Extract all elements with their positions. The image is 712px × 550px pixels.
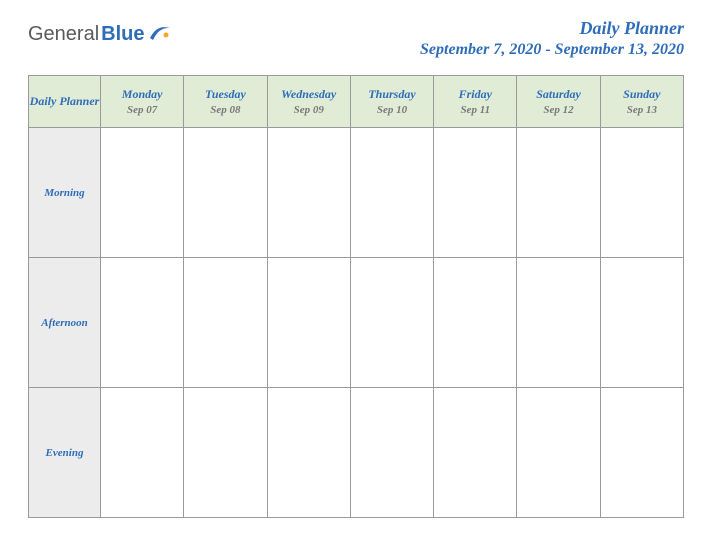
day-date: Sep 09	[270, 104, 348, 116]
slot-cell	[101, 258, 184, 388]
day-header-thu: Thursday Sep 10	[350, 76, 433, 128]
day-header-wed: Wednesday Sep 09	[267, 76, 350, 128]
slot-cell	[517, 258, 600, 388]
day-date: Sep 12	[519, 104, 597, 116]
day-name: Wednesday	[270, 87, 348, 102]
slot-cell	[184, 128, 267, 258]
slot-cell	[101, 128, 184, 258]
day-name: Tuesday	[186, 87, 264, 102]
day-header-fri: Friday Sep 11	[434, 76, 517, 128]
corner-cell: Daily Planner	[29, 76, 101, 128]
slot-cell	[350, 128, 433, 258]
slot-cell	[350, 258, 433, 388]
slot-cell	[350, 388, 433, 518]
period-label: Afternoon	[29, 258, 101, 388]
header-row: Daily Planner Monday Sep 07 Tuesday Sep …	[29, 76, 684, 128]
slot-cell	[600, 128, 683, 258]
day-header-mon: Monday Sep 07	[101, 76, 184, 128]
slot-cell	[517, 128, 600, 258]
slot-cell	[267, 388, 350, 518]
date-range: September 7, 2020 - September 13, 2020	[420, 41, 684, 59]
slot-cell	[517, 388, 600, 518]
period-row-morning: Morning	[29, 128, 684, 258]
slot-cell	[267, 128, 350, 258]
slot-cell	[184, 258, 267, 388]
slot-cell	[267, 258, 350, 388]
day-name: Thursday	[353, 87, 431, 102]
day-date: Sep 11	[436, 104, 514, 116]
page-title: Daily Planner	[420, 18, 684, 39]
day-name: Monday	[103, 87, 181, 102]
day-name: Sunday	[603, 87, 681, 102]
page-header: General Blue Daily Planner September 7, …	[28, 18, 684, 59]
logo-swoosh-icon	[149, 22, 171, 47]
day-date: Sep 10	[353, 104, 431, 116]
period-label: Evening	[29, 388, 101, 518]
slot-cell	[600, 388, 683, 518]
logo-text-blue: Blue	[101, 23, 144, 46]
slot-cell	[600, 258, 683, 388]
logo: General Blue	[28, 22, 171, 47]
logo-text-general: General	[28, 23, 99, 46]
day-date: Sep 13	[603, 104, 681, 116]
day-name: Saturday	[519, 87, 597, 102]
slot-cell	[184, 388, 267, 518]
slot-cell	[434, 258, 517, 388]
day-header-sun: Sunday Sep 13	[600, 76, 683, 128]
period-row-afternoon: Afternoon	[29, 258, 684, 388]
day-date: Sep 08	[186, 104, 264, 116]
day-header-tue: Tuesday Sep 08	[184, 76, 267, 128]
day-date: Sep 07	[103, 104, 181, 116]
period-label: Morning	[29, 128, 101, 258]
slot-cell	[101, 388, 184, 518]
slot-cell	[434, 128, 517, 258]
day-name: Friday	[436, 87, 514, 102]
title-block: Daily Planner September 7, 2020 - Septem…	[420, 18, 684, 59]
slot-cell	[434, 388, 517, 518]
planner-table: Daily Planner Monday Sep 07 Tuesday Sep …	[28, 75, 684, 518]
period-row-evening: Evening	[29, 388, 684, 518]
day-header-sat: Saturday Sep 12	[517, 76, 600, 128]
